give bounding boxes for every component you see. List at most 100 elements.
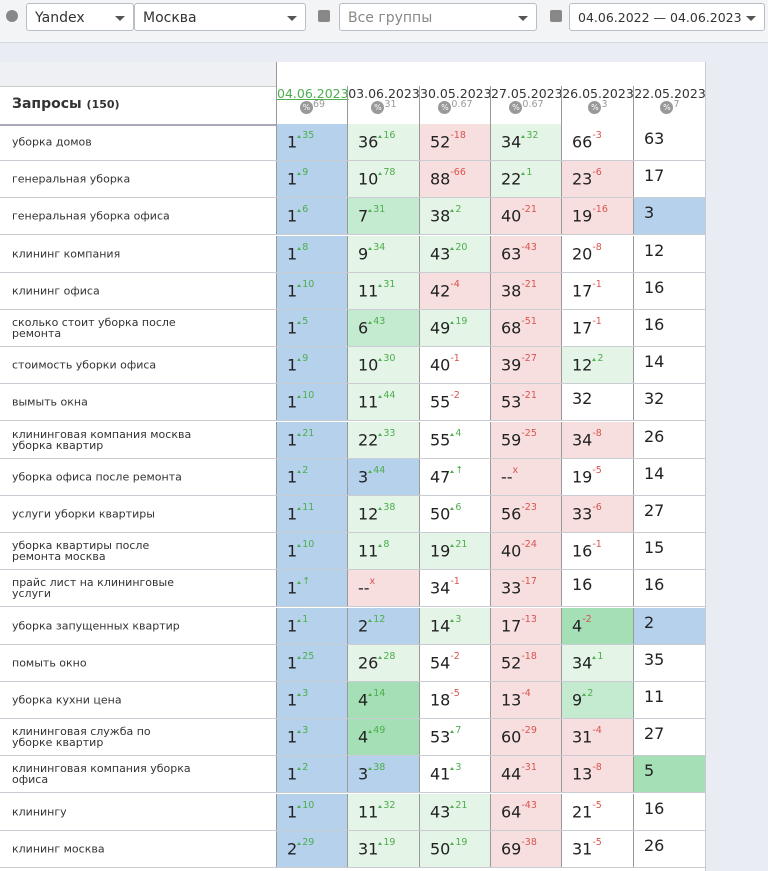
date-label[interactable]: 04.06.2023 <box>277 86 349 101</box>
percent-icon: % <box>371 101 385 114</box>
table-row: клининговая компания уборка офиса 1 2 3 38 41… <box>0 756 705 794</box>
position-cell: 12 <box>633 235 705 272</box>
position-cell: --x <box>347 570 419 607</box>
score-value: 31 <box>384 99 397 110</box>
position-delta: 32 <box>521 130 538 141</box>
position-delta: -1 <box>592 278 602 290</box>
position-value: 31 <box>572 839 593 859</box>
query-header[interactable]: Запросы (150) <box>12 96 120 112</box>
position-value: 55 <box>430 392 451 412</box>
group-select[interactable]: Все группы <box>339 3 537 31</box>
position-cell: 26 <box>633 421 705 458</box>
table-row: генеральная уборка офиса 1 6 7 31 38 2 40-21 19-… <box>0 198 705 236</box>
position-value: 1 <box>287 541 298 561</box>
position-delta: -5 <box>450 688 460 699</box>
position-cell: 1 21 <box>276 421 347 458</box>
position-value: 1 <box>287 169 298 189</box>
position-delta: 38 <box>378 502 395 513</box>
table-toolbar <box>0 62 277 87</box>
position-value: 50 <box>430 839 451 859</box>
position-value: 63 <box>644 129 665 148</box>
position-delta: -43 <box>521 241 537 253</box>
position-delta: -5 <box>592 464 602 476</box>
position-value: 49 <box>430 318 451 338</box>
position-delta: 78 <box>378 167 395 178</box>
position-value: 3 <box>358 764 369 784</box>
table-row: клининг офиса 1 10 11 31 42-4 38-21 17-1 16 <box>0 272 705 310</box>
position-cell: 19 21 <box>419 533 490 570</box>
position-cell: 40-24 <box>490 533 561 570</box>
position-delta: -18 <box>450 130 466 141</box>
position-cell: 44-31 <box>490 756 561 793</box>
percent-icon: % <box>438 101 452 114</box>
position-delta: -6 <box>592 502 602 513</box>
position-value: 63 <box>501 243 522 263</box>
date-label: 22.05.2023 <box>634 86 706 101</box>
position-value: 2 <box>644 612 655 632</box>
position-value: 7 <box>358 206 369 226</box>
position-value: 21 <box>572 801 593 821</box>
query-text: клининг офиса <box>12 284 100 298</box>
position-value: 5 <box>644 761 655 781</box>
position-value: 38 <box>430 206 451 226</box>
calendar-icon <box>550 10 562 22</box>
position-delta: 21 <box>297 428 314 439</box>
engine-select[interactable]: Yandex <box>26 3 134 31</box>
position-value: 9 <box>572 690 583 710</box>
position-cell: 10 78 <box>347 161 419 198</box>
region-select[interactable]: Москва <box>134 3 306 31</box>
query-text: уборка квартиры после ремонта москва <box>12 539 150 564</box>
date-header: 04.06.2023% 69 <box>276 86 349 124</box>
position-cell: 64-43 <box>490 793 561 830</box>
position-delta: -38 <box>521 836 537 848</box>
date-header: 30.05.2023% 0.67 <box>419 86 492 124</box>
position-cell: 32 <box>561 384 633 421</box>
position-delta: -4 <box>592 725 602 737</box>
position-value: 22 <box>358 429 379 449</box>
position-delta: ↑ <box>297 576 310 587</box>
position-cell: 14 <box>633 458 705 495</box>
position-cell: 16 <box>561 570 633 607</box>
position-value: 1 <box>287 764 298 784</box>
position-cell: 56-23 <box>490 496 561 532</box>
position-delta: -1 <box>592 316 602 327</box>
position-value: 23 <box>572 169 593 189</box>
position-value: 3 <box>358 467 369 487</box>
position-value: 19 <box>572 206 593 226</box>
table-row: клининговая компания москва уборка кварт… <box>0 421 705 459</box>
position-delta: -8 <box>592 241 602 253</box>
table-row: уборка офиса после ремонта 1 2 3 44 47 ↑ --x 19-… <box>0 458 705 496</box>
position-value: 31 <box>572 727 593 747</box>
position-cell: 31-5 <box>561 830 633 867</box>
position-value: 1 <box>287 243 298 263</box>
position-delta: 19 <box>450 837 467 848</box>
position-cell: 6 43 <box>347 310 419 346</box>
table-row: стоимость уборки офиса 1 9 10 30 40-1 39-27 12 2… <box>0 347 705 385</box>
position-value: 16 <box>644 798 665 818</box>
position-delta: -21 <box>521 204 537 216</box>
position-cell: 22 33 <box>347 421 419 458</box>
date-header: 26.05.2023% 3 <box>561 86 634 124</box>
position-value: 1 <box>287 578 298 598</box>
position-cell: 4-2 <box>561 607 633 644</box>
position-value: 33 <box>501 578 522 598</box>
position-cell: 88-66 <box>419 161 490 198</box>
position-cell: 11 32 <box>347 793 419 830</box>
position-cell: 2 12 <box>347 607 419 644</box>
position-cell: 53 7 <box>419 719 490 756</box>
position-value: 53 <box>430 727 451 747</box>
position-cell: 60-29 <box>490 719 561 756</box>
position-delta: 8 <box>378 539 389 550</box>
position-delta: 19 <box>378 837 395 848</box>
position-cell: 34 32 <box>490 124 561 160</box>
position-value: 16 <box>644 315 665 334</box>
position-value: 2 <box>287 839 298 859</box>
position-value: 13 <box>501 690 522 710</box>
period-select[interactable]: 04.06.2022 — 04.06.2023 <box>569 3 765 31</box>
position-cell: 63 <box>633 124 705 160</box>
position-delta: -17 <box>521 576 537 588</box>
